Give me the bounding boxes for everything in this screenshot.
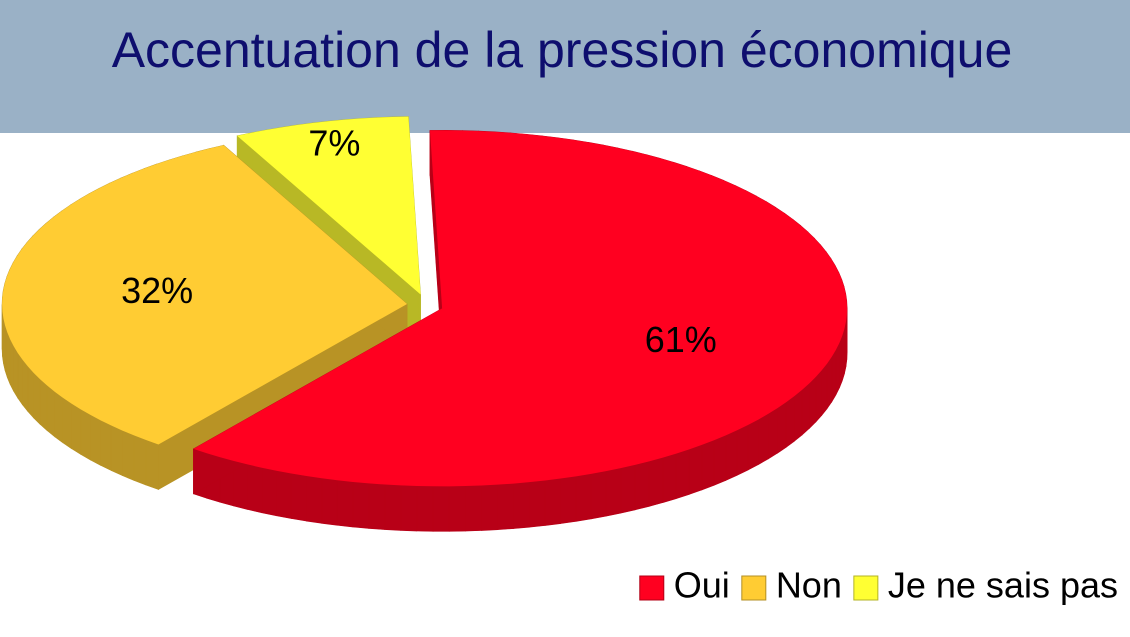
slice-side <box>809 376 817 430</box>
slice-side <box>648 457 664 507</box>
slice-side <box>675 448 690 500</box>
slice-side <box>306 475 323 524</box>
slice-side <box>122 430 135 481</box>
slice-side <box>22 358 29 413</box>
slice-side <box>33 372 41 425</box>
slice-side <box>590 470 607 520</box>
slice-side <box>448 485 466 532</box>
slice-side <box>384 484 402 531</box>
slice-side <box>747 419 759 471</box>
slice-side <box>145 439 159 490</box>
slice-side <box>560 475 577 524</box>
slice-side <box>416 485 434 532</box>
slice-side <box>605 467 622 517</box>
slice-side <box>839 335 843 389</box>
slice-side <box>133 434 147 486</box>
legend-swatch <box>639 575 665 601</box>
slice-side <box>777 401 787 454</box>
slice <box>2 145 408 445</box>
slice-side <box>90 414 101 466</box>
slice-side <box>27 365 34 419</box>
slice-side <box>54 391 64 444</box>
slice-side <box>701 439 715 491</box>
slice-side <box>785 395 795 448</box>
slice-side <box>80 408 91 461</box>
slice-side <box>465 485 482 532</box>
slice-side <box>481 484 498 531</box>
slice-side <box>6 332 11 385</box>
slice-side <box>276 470 292 519</box>
data-label: 61% <box>645 319 717 360</box>
legend-swatch <box>741 575 767 601</box>
slice-side <box>529 480 546 528</box>
slice-side <box>432 486 450 532</box>
slice-side <box>368 483 386 530</box>
slice-side <box>794 389 803 442</box>
legend-swatch <box>853 575 879 601</box>
slice-side <box>290 473 307 522</box>
slice-side <box>39 378 48 432</box>
slice-side <box>4 325 8 378</box>
chart-title: Accentuation de la pression économique <box>112 22 1013 78</box>
slice-side <box>575 473 592 522</box>
data-label: 32% <box>121 270 193 311</box>
pie-slice <box>193 130 848 532</box>
slice-side <box>71 403 82 455</box>
data-label: 7% <box>308 123 360 164</box>
slice-side <box>336 479 354 528</box>
slice-side <box>831 348 837 403</box>
slice-side <box>634 460 650 511</box>
slice-side <box>110 425 123 477</box>
slice-side <box>815 369 823 423</box>
slice-side <box>62 397 72 450</box>
legend-label: Je ne sais pas <box>888 565 1118 606</box>
slice-side <box>801 382 810 436</box>
slice-side <box>17 352 23 406</box>
slice-side <box>821 362 828 417</box>
slice-side <box>9 339 14 392</box>
slice-side <box>352 481 370 529</box>
slice-side <box>841 328 845 382</box>
slice-side <box>13 345 19 400</box>
slice-side <box>544 478 561 526</box>
slice-side <box>767 407 778 460</box>
slice-side <box>725 429 738 481</box>
legend-label: Non <box>776 565 842 606</box>
slice-side <box>497 483 514 530</box>
header-band <box>0 0 1130 133</box>
legend-label: Oui <box>674 565 730 606</box>
slice-side <box>662 453 677 503</box>
slice-side <box>713 434 727 486</box>
slice-side <box>758 413 769 466</box>
slice-side <box>736 424 749 476</box>
slice-side <box>321 477 338 526</box>
slice-side <box>826 355 833 410</box>
slice-side <box>513 481 530 529</box>
slice-side <box>247 464 263 514</box>
slice <box>193 130 848 487</box>
slice-side <box>400 485 418 532</box>
slice-side <box>46 384 55 438</box>
slice <box>237 116 421 295</box>
slice-side <box>688 444 703 495</box>
slice-side <box>261 467 277 517</box>
slice-side <box>620 464 636 514</box>
slice-side <box>100 419 112 472</box>
slice-side <box>835 342 840 396</box>
